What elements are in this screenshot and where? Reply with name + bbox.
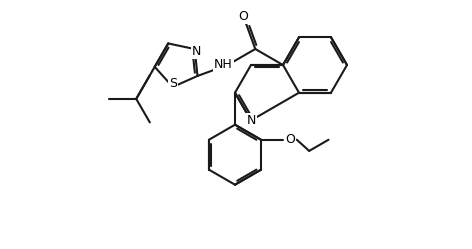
Text: N: N: [192, 45, 202, 58]
Text: O: O: [285, 133, 295, 146]
Text: O: O: [238, 10, 248, 23]
Text: S: S: [169, 77, 177, 90]
Text: N: N: [246, 114, 256, 127]
Text: NH: NH: [214, 59, 233, 71]
